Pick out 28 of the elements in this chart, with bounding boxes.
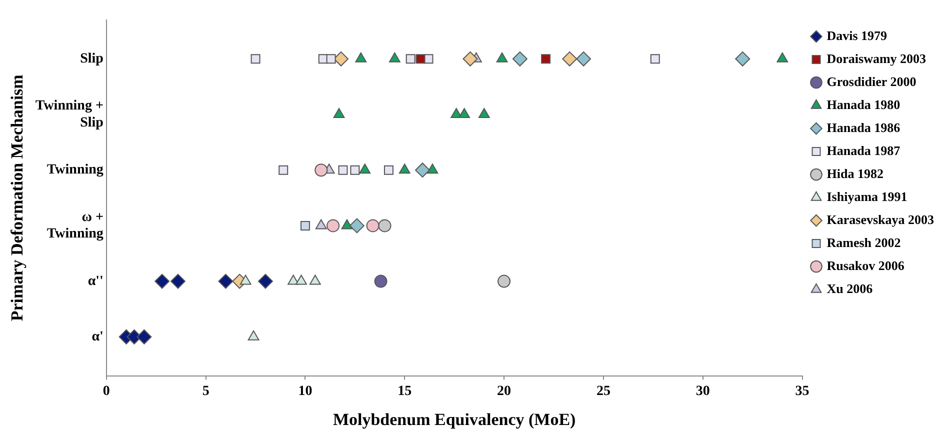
- y-tick-label: α'': [88, 274, 104, 289]
- legend-label: Ramesh 2002: [826, 234, 901, 250]
- legend-label: Doraiswamy 2003: [826, 50, 927, 66]
- legend-label: Hanada 1987: [826, 142, 901, 158]
- x-tick-label: 35: [795, 384, 810, 399]
- y-tick-label: Twinning + Slip: [35, 98, 104, 131]
- y-tick-label: Twinning: [46, 162, 104, 178]
- legend-label: Hida 1982: [826, 166, 884, 181]
- x-tick-label: 25: [596, 384, 610, 399]
- legend-label: Ishiyama 1991: [826, 188, 908, 204]
- y-axis-title: Primary Deformation Mechanism: [8, 74, 27, 322]
- legend-label: Hanada 1986: [826, 120, 901, 135]
- x-tick-label: 15: [398, 384, 412, 399]
- x-axis-title: Molybdenum Equivalency (MoE): [332, 410, 576, 430]
- legend-label: Davis 1979: [826, 28, 888, 43]
- legend-label: Rusakov 2006: [826, 258, 905, 273]
- x-tick-label: 0: [102, 384, 110, 399]
- legend-label: Karasevskaya 2003: [826, 212, 934, 227]
- legend-label: Xu 2006: [826, 280, 874, 296]
- legend-label: Grosdidier 2000: [826, 74, 916, 89]
- y-tick-label: ω + Twinning: [46, 210, 104, 242]
- x-tick-label: 30: [696, 384, 710, 399]
- x-tick-label: 20: [497, 384, 512, 399]
- legend-label: Hanada 1980: [826, 96, 900, 112]
- x-tick-label: 10: [298, 384, 312, 399]
- x-tick-label: 5: [202, 384, 210, 399]
- y-tick-label: Slip: [80, 52, 104, 67]
- y-tick-label: α': [92, 329, 104, 344]
